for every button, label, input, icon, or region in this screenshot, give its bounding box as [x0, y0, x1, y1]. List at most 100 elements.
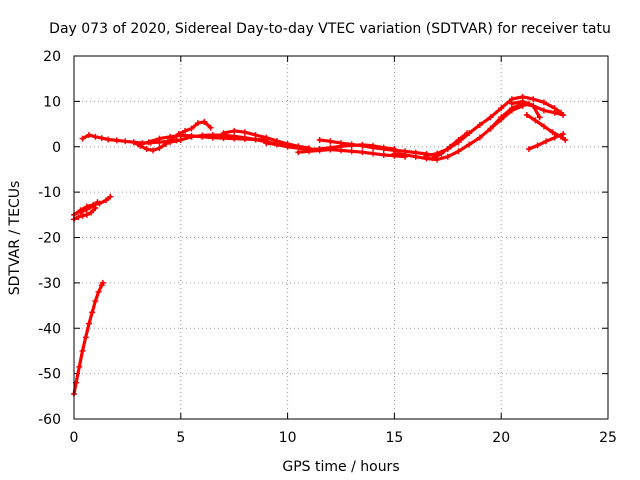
data-point — [562, 136, 569, 143]
data-point — [167, 139, 174, 146]
data-point — [446, 143, 453, 150]
data-point — [487, 125, 494, 132]
data-point — [241, 134, 248, 141]
data-point — [194, 120, 201, 127]
x-tick-label: 5 — [176, 430, 185, 446]
data-point — [476, 134, 483, 141]
data-point — [348, 148, 355, 155]
data-point — [156, 135, 163, 142]
y-tick-label: -40 — [38, 321, 61, 337]
data-point — [156, 145, 163, 152]
data-point — [370, 144, 377, 151]
data-point — [380, 146, 387, 153]
data-point — [316, 147, 323, 154]
data-point — [476, 121, 483, 128]
y-tick-label: 0 — [52, 140, 61, 156]
y-tick-label: -10 — [38, 185, 61, 201]
y-tick-labels: -60 -50 -40 -30 -20 -10 0 10 20 — [38, 49, 61, 428]
data-point — [92, 298, 99, 305]
data-point — [438, 150, 445, 157]
x-tick-label: 25 — [599, 430, 617, 446]
data-point — [188, 125, 195, 132]
data-point — [88, 209, 95, 216]
data-point — [412, 153, 419, 160]
data-point — [338, 140, 344, 147]
data-point — [107, 193, 114, 200]
data-point — [429, 155, 436, 162]
x-tick-label: 15 — [385, 430, 403, 446]
y-axis-label: SDTVAR / TECUs — [7, 181, 23, 296]
data-point — [231, 133, 238, 140]
data-point — [466, 141, 473, 148]
data-point — [188, 133, 195, 140]
chart-title: Day 073 of 2020, Sidereal Day-to-day VTE… — [49, 21, 611, 37]
data-point — [316, 136, 323, 143]
x-tick-label: 10 — [279, 430, 297, 446]
x-tick-label: 20 — [492, 430, 510, 446]
data-point — [98, 135, 105, 142]
series-pass-m — [523, 111, 569, 143]
data-point — [162, 141, 169, 148]
series-early-upper — [77, 199, 101, 216]
data-point — [201, 118, 208, 125]
x-tick-label: 0 — [70, 430, 79, 446]
data-point — [122, 138, 129, 145]
data-point — [177, 136, 184, 143]
data-point — [487, 114, 494, 121]
data-point — [540, 99, 547, 106]
data-point — [540, 107, 547, 114]
data-point — [263, 134, 270, 141]
data-point — [391, 150, 398, 157]
data-point — [549, 129, 556, 136]
data-point — [380, 151, 387, 158]
data-point — [199, 132, 206, 139]
data-point — [402, 151, 409, 158]
data-point — [530, 96, 537, 103]
data-point — [284, 143, 291, 150]
data-point — [444, 153, 451, 160]
data-point — [75, 214, 82, 221]
data-point — [167, 133, 174, 140]
data-point — [273, 141, 280, 148]
data-point — [560, 131, 567, 138]
y-tick-label: 20 — [43, 49, 61, 65]
data-point — [77, 209, 84, 216]
data-point — [508, 105, 515, 112]
data-point — [135, 141, 142, 148]
data-point — [543, 138, 550, 145]
data-point — [455, 148, 462, 155]
y-tick-label: -30 — [38, 276, 61, 292]
series-line — [72, 281, 105, 396]
data-point — [143, 146, 150, 153]
y-tick-label: -60 — [38, 412, 61, 428]
data-point — [498, 114, 505, 121]
series-pass-g — [295, 146, 409, 160]
data-point — [327, 146, 334, 153]
data-point — [263, 140, 270, 147]
y-tick-label: 10 — [43, 94, 61, 110]
data-point — [498, 105, 505, 112]
y-tick-label: -20 — [38, 231, 61, 247]
data-point — [95, 288, 102, 295]
plot-frame — [73, 55, 609, 420]
data-point — [338, 147, 344, 154]
data-point — [207, 124, 214, 131]
data-point — [455, 136, 462, 143]
data-point — [532, 117, 539, 124]
series-line — [488, 101, 542, 131]
data-point — [534, 142, 541, 149]
data-point — [130, 139, 137, 146]
data-point — [113, 137, 120, 144]
data-point — [305, 148, 312, 155]
data-point — [359, 149, 366, 156]
data-point — [252, 131, 259, 138]
data-point — [99, 279, 106, 286]
data-point — [209, 131, 216, 138]
data-point — [551, 109, 558, 116]
data-point — [370, 150, 377, 157]
data-point — [103, 197, 110, 204]
data-point — [348, 141, 355, 148]
data-point — [551, 134, 558, 141]
data-point — [423, 152, 430, 159]
